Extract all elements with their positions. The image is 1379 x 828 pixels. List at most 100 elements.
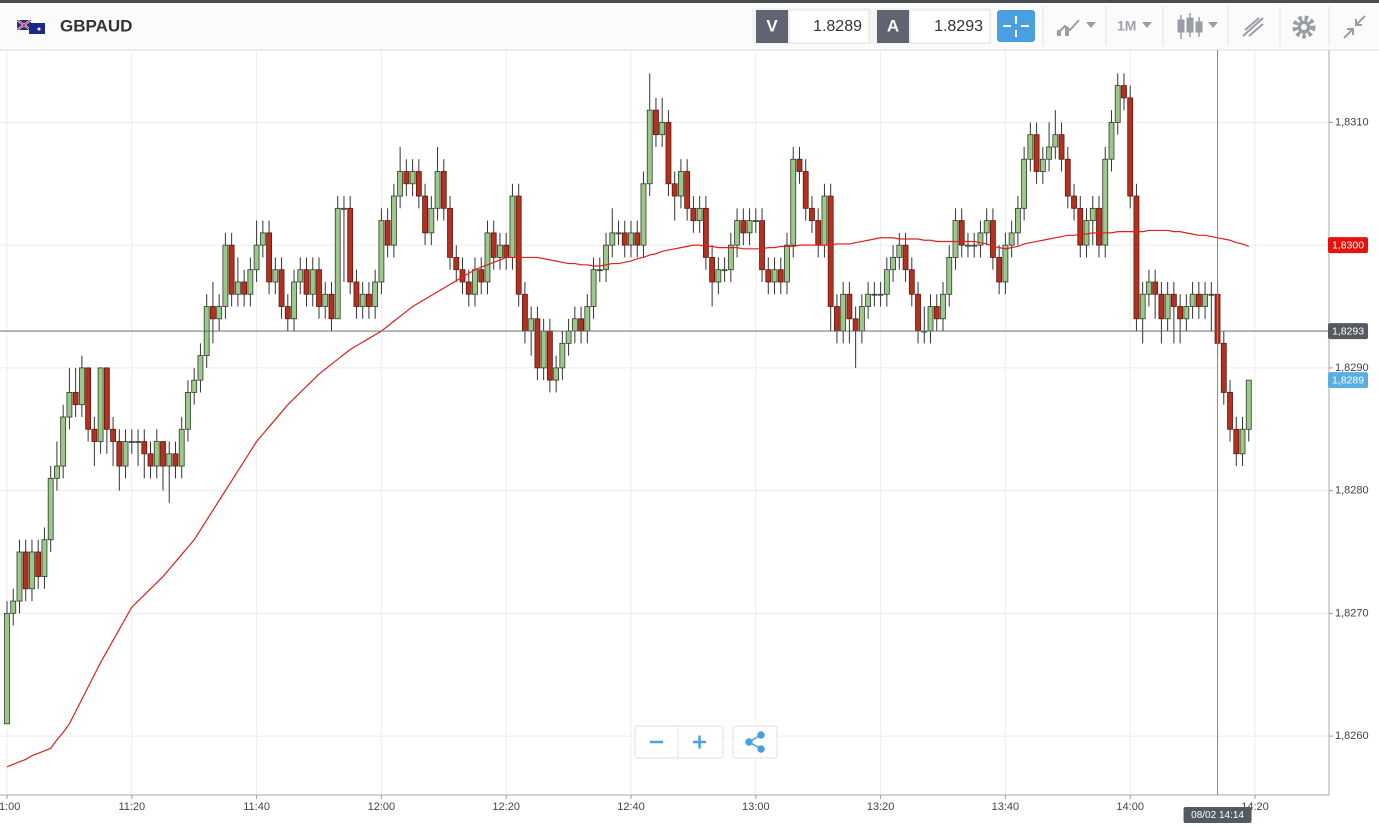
- candle-body: [297, 269, 304, 283]
- candle-body: [1202, 293, 1208, 307]
- candle-body: [1014, 207, 1021, 234]
- x-tick-label: 12:40: [617, 801, 645, 813]
- bid-value: 1.8289: [813, 18, 862, 35]
- settings-button[interactable]: [1292, 15, 1316, 39]
- bid-badge: [756, 10, 788, 43]
- candle-body: [821, 195, 828, 246]
- candle-body: [484, 232, 491, 283]
- candle-body: [927, 306, 934, 332]
- candle-body: [1064, 158, 1071, 197]
- price-badge: [1328, 372, 1368, 389]
- ask-box[interactable]: [909, 9, 991, 44]
- candle-body: [29, 551, 35, 590]
- toolbar-bg: [0, 3, 1379, 50]
- candle-body: [216, 306, 223, 320]
- candle-body: [384, 220, 391, 246]
- crosshair-button[interactable]: [997, 10, 1035, 42]
- candle-body: [902, 244, 909, 271]
- ask-value: 1.8293: [934, 18, 983, 35]
- candle-body: [409, 171, 416, 185]
- candle-body: [1021, 158, 1028, 209]
- collapse-button[interactable]: [1343, 15, 1366, 39]
- candle-body: [565, 330, 572, 344]
- candle-body: [559, 342, 566, 369]
- candle-body: [284, 306, 291, 320]
- candle-body: [334, 207, 341, 320]
- toolbar: GBPAUD V 1.8289 A 1.8293 1M: [0, 0, 1379, 51]
- crosshair-label: 08/02 14:14: [1191, 810, 1244, 821]
- candle-body: [66, 392, 73, 418]
- y-tick-label: 1,8310: [1335, 116, 1369, 128]
- candle-body: [103, 367, 110, 430]
- candle-body: [153, 441, 160, 467]
- share-button[interactable]: [745, 731, 765, 753]
- candle-body: [1146, 281, 1152, 295]
- candle-body: [958, 220, 965, 246]
- candle-body: [915, 293, 921, 332]
- candle-body: [1114, 85, 1121, 123]
- candle-body: [1208, 293, 1215, 296]
- candle-body: [653, 109, 659, 136]
- candle-body: [908, 269, 915, 295]
- candle-body: [228, 244, 235, 295]
- candle-type-button[interactable]: [1177, 13, 1218, 39]
- candle-body: [16, 551, 23, 602]
- candle-body: [60, 416, 67, 467]
- candle-body: [802, 171, 809, 209]
- candle-body: [871, 293, 878, 296]
- candle-body: [1058, 134, 1065, 160]
- candle-body: [609, 232, 616, 246]
- candle-body: [840, 293, 847, 332]
- candle-body: [378, 220, 385, 283]
- candle-body: [191, 379, 198, 393]
- y-tick-label: 1,8260: [1335, 730, 1369, 742]
- price-badge-label: 1,8300: [1332, 239, 1364, 251]
- candle-body: [397, 171, 404, 197]
- candle-body: [160, 441, 166, 467]
- candle-body: [72, 392, 79, 406]
- candle-body: [97, 367, 104, 442]
- timeframe[interactable]: 1M: [1117, 18, 1136, 34]
- x-tick-label: 12:00: [368, 801, 396, 813]
- candle-body: [1220, 342, 1227, 393]
- candle-body: [977, 232, 984, 246]
- crosshair-label-bg: [1183, 807, 1252, 823]
- candle-body: [834, 306, 840, 332]
- bid-box[interactable]: [788, 9, 870, 44]
- chart-type-button[interactable]: [1056, 19, 1096, 36]
- zoom-in-button[interactable]: [693, 735, 706, 749]
- candle-body: [522, 293, 528, 332]
- flag-icon: [16, 19, 45, 34]
- candle-body: [759, 220, 765, 271]
- candle-body: [815, 220, 822, 246]
- candle-body: [1121, 85, 1127, 99]
- candle-body: [234, 281, 241, 295]
- candle-body: [1133, 195, 1140, 320]
- candle-body: [1245, 379, 1252, 430]
- candle-body: [809, 207, 815, 222]
- candle-body: [578, 318, 584, 332]
- draw-tool-button[interactable]: [1242, 17, 1264, 37]
- candle-body: [278, 269, 285, 307]
- candle-body: [210, 306, 216, 320]
- price-badge: [1328, 237, 1368, 254]
- candle-body: [983, 220, 990, 234]
- price-badge: [1328, 323, 1368, 340]
- candle-body: [241, 281, 248, 295]
- candle-body: [696, 207, 703, 222]
- candle-body: [965, 244, 971, 247]
- candle-body: [946, 257, 953, 295]
- candle-body: [503, 244, 510, 258]
- bid-label: V: [766, 16, 778, 35]
- candle-body: [328, 293, 335, 320]
- candle-body: [971, 244, 978, 247]
- candle-body: [671, 183, 678, 197]
- candle-body: [571, 318, 578, 332]
- candle-body: [4, 612, 10, 725]
- candle-body: [47, 477, 54, 541]
- candle-body: [515, 195, 522, 295]
- candle-body: [428, 207, 435, 234]
- candle-body: [852, 318, 859, 332]
- candle-body: [497, 244, 503, 258]
